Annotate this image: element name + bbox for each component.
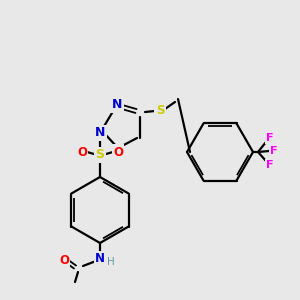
Text: F: F xyxy=(266,133,274,143)
Text: F: F xyxy=(270,146,278,156)
Text: N: N xyxy=(112,98,122,112)
Text: O: O xyxy=(59,254,69,266)
Text: S: S xyxy=(156,104,164,118)
Text: N: N xyxy=(95,253,105,266)
Text: H: H xyxy=(107,257,115,267)
Text: S: S xyxy=(95,148,104,161)
Text: N: N xyxy=(95,127,105,140)
Text: O: O xyxy=(113,146,123,158)
Text: O: O xyxy=(77,146,87,158)
Text: F: F xyxy=(266,160,274,170)
